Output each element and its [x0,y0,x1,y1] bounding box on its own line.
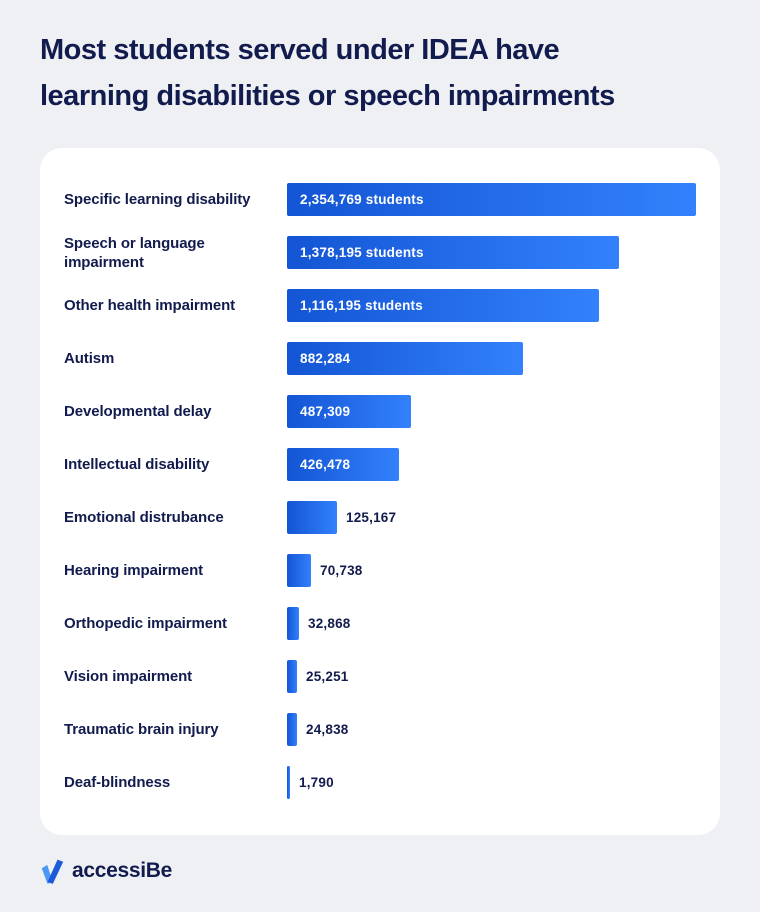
chart-card: Specific learning disability 2,354,769 s… [40,148,720,835]
bar-value-outside: 125,167 [346,510,397,525]
chart-row: Autism 882,284 [64,342,696,375]
category-label: Speech or language impairment [64,234,205,271]
brand-name: accessiBe [72,859,173,882]
bar-track: 1,790 [287,766,696,799]
footer: accessiBe [40,835,720,884]
chart-row: Traumatic brain injury 24,838 [64,713,696,746]
chart-row: Vision impairment 25,251 [64,660,696,693]
chart-row: Emotional distrubance 125,167 [64,501,696,534]
bar [287,501,337,534]
bar-track: 882,284 [287,342,696,375]
bar-track: 24,838 [287,713,696,746]
chart-rows: Specific learning disability 2,354,769 s… [64,183,696,799]
accessibe-checkmark-icon [40,858,65,884]
bar: 426,478 [287,448,399,481]
category-label: Traumatic brain injury [64,721,219,738]
bar-value-inside: 1,116,195 students [300,298,423,313]
category-label: Intellectual disability [64,456,210,473]
bar-value-inside: 1,378,195 students [300,245,424,260]
chart-row: Speech or language impairment 1,378,195 … [64,234,696,271]
bar-value-inside: 426,478 [300,457,351,472]
category-label: Hearing impairment [64,562,204,579]
bar: 1,378,195 students [287,236,619,269]
chart-row: Hearing impairment 70,738 [64,554,696,587]
bar-value-outside: 70,738 [320,563,363,578]
bar: 1,116,195 students [287,289,599,322]
bar-value-inside: 882,284 [300,351,351,366]
bar [287,660,297,693]
bar-value-outside: 25,251 [306,669,349,684]
bar-track: 1,378,195 students [287,236,696,269]
category-label: Orthopedic impairment [64,615,227,632]
bar-track: 2,354,769 students [287,183,696,216]
category-label: Emotional distrubance [64,509,224,526]
bar-track: 25,251 [287,660,696,693]
bar-track: 32,868 [287,607,696,640]
bar-value-outside: 32,868 [308,616,351,631]
chart-row: Orthopedic impairment 32,868 [64,607,696,640]
bar-value-inside: 487,309 [300,404,351,419]
category-label: Other health impairment [64,297,236,314]
page-title: Most students served under IDEA have lea… [40,34,615,112]
bar-value-outside: 24,838 [306,722,349,737]
bar [287,766,290,799]
chart-row: Specific learning disability 2,354,769 s… [64,183,696,216]
bar-track: 426,478 [287,448,696,481]
bar: 2,354,769 students [287,183,696,216]
bar-track: 1,116,195 students [287,289,696,322]
category-label: Vision impairment [64,668,193,685]
category-label: Specific learning disability [64,191,251,208]
chart-row: Other health impairment 1,116,195 studen… [64,289,696,322]
chart-row: Deaf-blindness 1,790 [64,766,696,799]
bar [287,713,297,746]
bar-value-outside: 1,790 [299,775,334,790]
bar-track: 70,738 [287,554,696,587]
bar-value-inside: 2,354,769 students [300,192,424,207]
bar [287,554,311,587]
bar: 487,309 [287,395,411,428]
chart-row: Developmental delay 487,309 [64,395,696,428]
bar: 882,284 [287,342,523,375]
infographic: Most students served under IDEA have lea… [40,34,720,884]
bar [287,607,299,640]
bar-track: 125,167 [287,501,696,534]
category-label: Deaf-blindness [64,774,171,791]
chart-row: Intellectual disability 426,478 [64,448,696,481]
category-label: Autism [64,350,115,367]
category-label: Developmental delay [64,403,212,420]
bar-track: 487,309 [287,395,696,428]
